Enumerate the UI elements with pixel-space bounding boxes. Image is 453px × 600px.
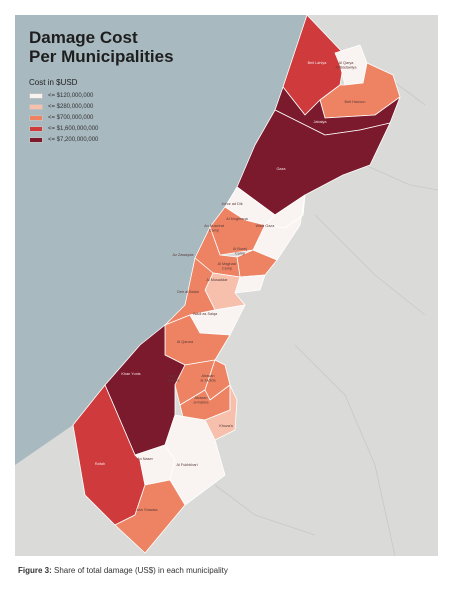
caption-text: Share of total damage (US$) in each muni… bbox=[51, 566, 228, 575]
municipality-label-an-naser: An Naser bbox=[137, 457, 154, 461]
municipality-label-wadi-gaza: Wadi Gaza bbox=[256, 224, 276, 228]
legend-label: <= $1,600,000,000 bbox=[48, 126, 99, 132]
legend-label: <= $7,200,000,000 bbox=[48, 137, 99, 143]
legend-item: <= $280,000,000 bbox=[29, 102, 98, 112]
map-frame: Beit Lahiya Al Qarya Al Badawiya Beit Hanou… bbox=[15, 15, 438, 556]
municipality-label-abasan-al-jadida: Abasan al Jadida bbox=[200, 374, 216, 383]
municipality-label-beit-lahiya: Beit Lahiya bbox=[308, 61, 328, 65]
legend-item: <= $1,600,000,000 bbox=[29, 124, 98, 134]
legend-swatch bbox=[29, 104, 43, 110]
map-title-line-1: Damage Cost bbox=[29, 28, 138, 47]
municipality-label-al-bureij-camp: Al Bureij Camp bbox=[233, 247, 247, 256]
municipality-label-beit-hanoun: Beit Hanoun bbox=[345, 100, 366, 104]
municipality-label-al-mughraqa: Al Mughraqa bbox=[226, 217, 248, 221]
legend-label: <= $280,000,000 bbox=[48, 104, 94, 110]
municipality-label-al-fukhkhari: Al Fukhkhari bbox=[176, 463, 197, 467]
map-title-line-2: Per Municipalities bbox=[29, 47, 174, 66]
label-layer: Beit Lahiya Al Qarya Al Badawiya Beit Hanou… bbox=[95, 61, 366, 512]
municipality-label-deir-al-balah: Deir al Balah bbox=[177, 290, 199, 294]
map-canvas[interactable]: Beit Lahiya Al Qarya Al Badawiya Beit Hanou… bbox=[15, 15, 438, 556]
legend-swatch bbox=[29, 126, 43, 132]
sea bbox=[15, 15, 307, 465]
legend-label: <= $120,000,000 bbox=[48, 93, 94, 99]
municipality-label-rafah: Rafah bbox=[95, 462, 105, 466]
municipality-al-fukhkhari[interactable] bbox=[164, 414, 226, 506]
municipality-label-juhor-ad-dik: Juhor ad Dik bbox=[221, 202, 242, 206]
municipality-label-an-nuseirat-camp: An Nuseirat Camp bbox=[204, 224, 225, 233]
municipality-label-az-zawayda: Az Zawayda bbox=[173, 253, 195, 257]
legend-label: <= $700,000,000 bbox=[48, 115, 94, 121]
legend-item: <= $700,000,000 bbox=[29, 113, 98, 123]
municipality-ash-shawka[interactable] bbox=[114, 479, 186, 554]
municipality-layer bbox=[72, 15, 401, 554]
legend: <= $120,000,000 <= $280,000,000 <= $700,… bbox=[29, 91, 98, 146]
municipality-label-abasan-al-kabira: Abasan al Kabira bbox=[194, 396, 210, 405]
legend-item: <= $7,200,000,000 bbox=[29, 135, 98, 145]
municipality-label-wadi-as-salqa: Wadi as Salqa bbox=[193, 312, 218, 316]
map-title: Damage Cost Per Municipalities bbox=[29, 28, 174, 66]
legend-item: <= $120,000,000 bbox=[29, 91, 98, 101]
legend-swatch bbox=[29, 137, 43, 143]
caption-label: Figure 3: bbox=[18, 566, 52, 575]
municipality-gaza[interactable] bbox=[236, 109, 391, 216]
municipality-label-al-musaddar: Al Musaddar bbox=[206, 278, 228, 282]
legend-swatch bbox=[29, 93, 43, 99]
municipality-label-al-qarya-al-badawiya: Al Qarya Al Badawiya bbox=[336, 61, 358, 70]
legend-swatch bbox=[29, 115, 43, 121]
legend-title: Cost in $USD bbox=[29, 78, 78, 87]
figure-caption: Figure 3: Share of total damage (US$) in… bbox=[18, 566, 228, 575]
municipality-label-al-qarara: Al Qarara bbox=[177, 340, 194, 344]
municipality-label-al-maghazi-camp: Al Maghazi Camp bbox=[218, 262, 237, 271]
municipality-label-gaza: Gaza bbox=[276, 167, 286, 171]
municipality-label-khuza-a: Khuza'a bbox=[219, 424, 233, 428]
municipality-label-bani-suheila: Bani Suheila bbox=[167, 374, 181, 383]
municipality-label-jabalya: Jabalya bbox=[313, 120, 327, 124]
municipality-label-ash-shawka: Ash Shawka bbox=[136, 508, 158, 512]
municipality-label-khan-yunis: Khan Yunis bbox=[121, 372, 140, 376]
